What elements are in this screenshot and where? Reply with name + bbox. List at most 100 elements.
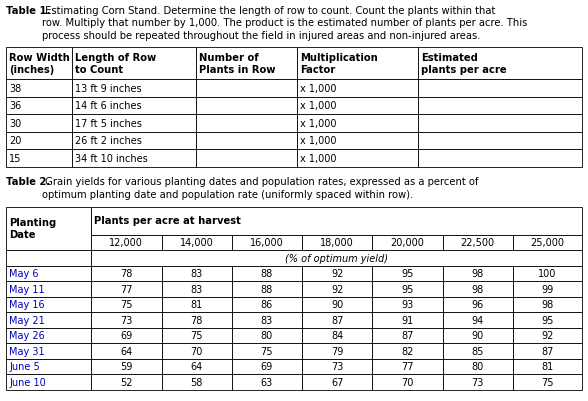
Text: 87: 87 — [401, 330, 414, 340]
Text: 80: 80 — [261, 330, 273, 340]
Text: 30: 30 — [9, 118, 21, 128]
Bar — [162, 266, 232, 281]
Bar — [418, 132, 582, 150]
Text: 70: 70 — [191, 346, 203, 356]
Bar — [513, 374, 582, 389]
Bar — [418, 48, 582, 80]
Text: 64: 64 — [191, 361, 203, 371]
Bar — [72, 150, 196, 167]
Text: May 11: May 11 — [9, 284, 45, 294]
Bar — [302, 374, 372, 389]
Bar — [196, 132, 297, 150]
Text: Row Width
(inches): Row Width (inches) — [9, 53, 70, 75]
Text: 77: 77 — [120, 284, 133, 294]
Text: 86: 86 — [261, 300, 273, 310]
Text: Table 2.: Table 2. — [6, 177, 50, 187]
Bar — [372, 328, 443, 343]
Text: Number of
Plants in Row: Number of Plants in Row — [199, 53, 276, 75]
Text: 94: 94 — [472, 315, 484, 325]
Text: 92: 92 — [331, 269, 343, 279]
Text: 78: 78 — [191, 315, 203, 325]
Bar — [162, 358, 232, 374]
Bar — [372, 343, 443, 358]
Bar — [72, 48, 196, 80]
Bar — [162, 312, 232, 328]
Text: 82: 82 — [401, 346, 414, 356]
Text: 73: 73 — [120, 315, 132, 325]
Bar — [6, 97, 72, 115]
Bar — [372, 358, 443, 374]
Text: x 1,000: x 1,000 — [300, 153, 336, 163]
Bar — [372, 374, 443, 389]
Bar — [232, 312, 302, 328]
Bar — [232, 235, 302, 250]
Text: 38: 38 — [9, 83, 21, 93]
Bar — [6, 115, 72, 132]
Text: 14,000: 14,000 — [180, 238, 213, 248]
Bar — [162, 235, 232, 250]
Bar — [162, 374, 232, 389]
Bar — [6, 48, 72, 80]
Text: 75: 75 — [260, 346, 273, 356]
Text: 81: 81 — [542, 361, 553, 371]
Bar — [443, 281, 513, 297]
Bar — [196, 115, 297, 132]
Bar — [91, 374, 162, 389]
Bar — [6, 266, 91, 281]
Text: 95: 95 — [401, 269, 414, 279]
Text: 17 ft 5 inches: 17 ft 5 inches — [75, 118, 142, 128]
Bar — [513, 235, 582, 250]
Text: 75: 75 — [541, 377, 554, 387]
Bar — [91, 235, 162, 250]
Bar — [443, 297, 513, 312]
Bar — [443, 328, 513, 343]
Text: 87: 87 — [331, 315, 343, 325]
Bar — [196, 48, 297, 80]
Text: (% of optimum yield): (% of optimum yield) — [285, 253, 388, 263]
Bar — [6, 80, 72, 97]
Text: 16,000: 16,000 — [250, 238, 284, 248]
Bar — [372, 266, 443, 281]
Bar — [302, 297, 372, 312]
Bar — [513, 312, 582, 328]
Text: 73: 73 — [472, 377, 484, 387]
Bar — [302, 235, 372, 250]
Text: 20: 20 — [9, 136, 21, 146]
Bar — [443, 235, 513, 250]
Bar — [232, 281, 302, 297]
Bar — [443, 358, 513, 374]
Bar — [297, 48, 418, 80]
Text: 93: 93 — [402, 300, 413, 310]
Bar — [418, 80, 582, 97]
Bar — [196, 80, 297, 97]
Bar — [6, 374, 91, 389]
Bar — [232, 343, 302, 358]
Bar — [297, 115, 418, 132]
Text: June 5: June 5 — [9, 361, 40, 371]
Text: 88: 88 — [261, 269, 273, 279]
Bar — [6, 312, 91, 328]
Text: 91: 91 — [402, 315, 413, 325]
Text: 95: 95 — [541, 315, 554, 325]
Text: May 16: May 16 — [9, 300, 45, 310]
Bar — [91, 343, 162, 358]
Text: 73: 73 — [331, 361, 343, 371]
Text: 69: 69 — [121, 330, 132, 340]
Text: 20,000: 20,000 — [390, 238, 425, 248]
Text: 22,500: 22,500 — [460, 238, 495, 248]
Bar — [91, 358, 162, 374]
Bar — [6, 150, 72, 167]
Bar — [513, 297, 582, 312]
Bar — [372, 312, 443, 328]
Bar — [72, 97, 196, 115]
Bar — [513, 328, 582, 343]
Text: 14 ft 6 inches: 14 ft 6 inches — [75, 101, 142, 111]
Bar — [72, 115, 196, 132]
Bar — [513, 343, 582, 358]
Text: 79: 79 — [331, 346, 343, 356]
Text: Length of Row
to Count: Length of Row to Count — [75, 53, 156, 75]
Text: 36: 36 — [9, 101, 21, 111]
Text: 85: 85 — [472, 346, 484, 356]
Text: 100: 100 — [538, 269, 557, 279]
Text: Grain yields for various planting dates and population rates, expressed as a per: Grain yields for various planting dates … — [42, 177, 479, 199]
